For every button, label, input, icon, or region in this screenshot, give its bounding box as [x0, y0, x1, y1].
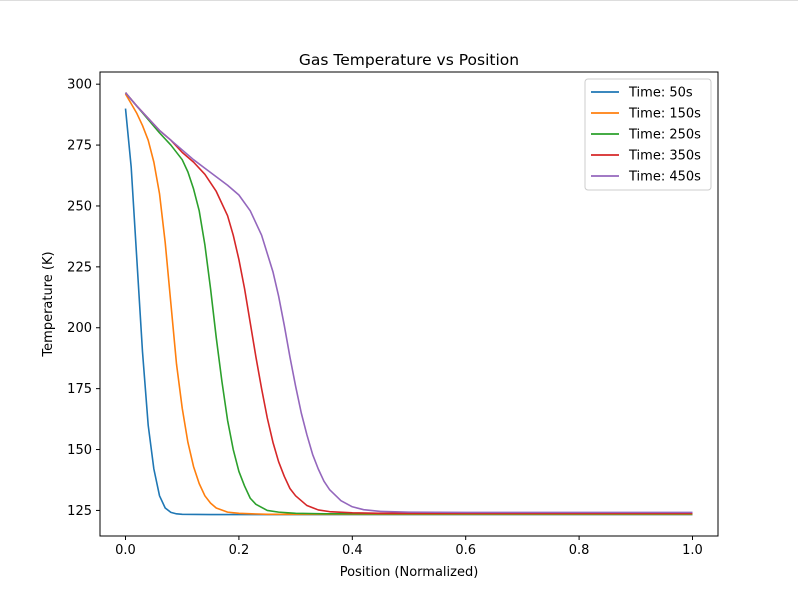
- legend-label: Time: 50s: [628, 86, 693, 101]
- y-tick-label: 175: [67, 382, 92, 397]
- y-tick-label: 275: [67, 139, 92, 154]
- series-line-4: [124, 92, 693, 515]
- x-tick-label: 0.4: [342, 543, 363, 558]
- legend-box: [584, 78, 712, 191]
- x-tick-label: 0.0: [115, 543, 136, 558]
- y-tick-label: 150: [67, 443, 92, 458]
- x-axis-label: Position (Normalized): [340, 565, 479, 580]
- y-axis: 125 150 175 200 225 250 275 300: [67, 78, 100, 519]
- x-tick-label: 0.2: [229, 543, 250, 558]
- y-tick-label: 250: [67, 199, 92, 214]
- plot-frame: [99, 71, 719, 537]
- chart-title: Gas Temperature vs Position: [299, 51, 519, 69]
- x-tick-label: 0.6: [455, 543, 476, 558]
- legend-label: Time: 450s: [628, 170, 701, 185]
- x-tick-label: 1.0: [682, 543, 703, 558]
- x-axis: 0.0 0.2 0.4 0.6 0.8 1.0: [115, 536, 703, 558]
- legend: Time: 50s Time: 150s Time: 250s Time: 350s T…: [584, 78, 712, 191]
- y-tick-label: 200: [67, 321, 92, 336]
- y-tick-label: 225: [67, 260, 92, 275]
- x-tick-label: 0.8: [569, 543, 590, 558]
- top-border-line: [0, 0, 798, 1]
- legend-label: Time: 350s: [628, 149, 701, 164]
- plot-area: [124, 92, 693, 516]
- y-tick-label: 125: [67, 504, 92, 519]
- legend-label: Time: 150s: [628, 107, 701, 122]
- y-tick-label: 300: [67, 78, 92, 93]
- y-axis-label: Temperature (K): [41, 251, 56, 357]
- series-line-5: [124, 92, 693, 514]
- legend-label: Time: 250s: [628, 128, 701, 143]
